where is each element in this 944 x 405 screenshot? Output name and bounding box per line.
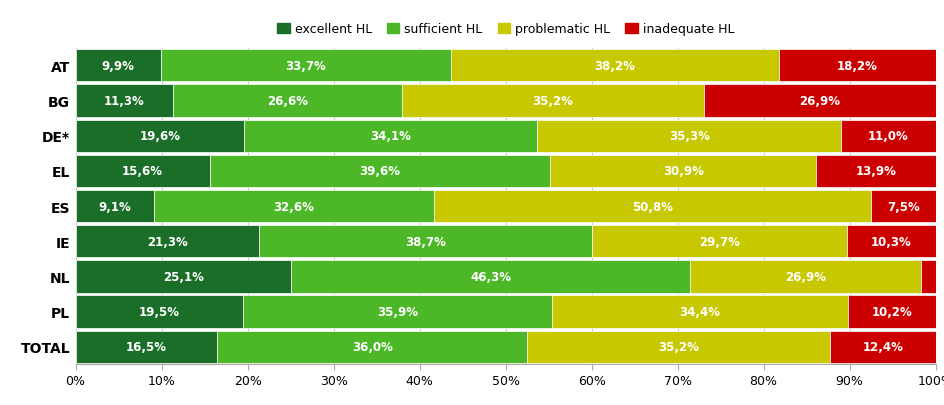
Bar bbox=[527, 331, 829, 363]
Text: 39,6%: 39,6% bbox=[359, 165, 400, 178]
Bar bbox=[210, 155, 549, 188]
Text: 10,2%: 10,2% bbox=[870, 305, 911, 318]
Text: 46,3%: 46,3% bbox=[469, 270, 511, 283]
Text: 35,9%: 35,9% bbox=[377, 305, 417, 318]
Bar bbox=[76, 296, 243, 328]
Text: 11,3%: 11,3% bbox=[104, 95, 144, 108]
Bar bbox=[259, 226, 591, 258]
Text: 18,2%: 18,2% bbox=[836, 60, 877, 72]
Bar bbox=[76, 226, 259, 258]
Text: 38,2%: 38,2% bbox=[594, 60, 634, 72]
Bar bbox=[76, 155, 210, 188]
Bar bbox=[291, 260, 689, 293]
Bar bbox=[433, 190, 870, 223]
Bar bbox=[549, 155, 816, 188]
Bar bbox=[816, 155, 935, 188]
Bar bbox=[76, 85, 173, 117]
Bar bbox=[703, 85, 935, 117]
Text: 30,9%: 30,9% bbox=[662, 165, 703, 178]
Text: 21,3%: 21,3% bbox=[146, 235, 187, 248]
Text: 50,8%: 50,8% bbox=[632, 200, 672, 213]
Text: 34,1%: 34,1% bbox=[370, 130, 411, 143]
Text: 26,9%: 26,9% bbox=[799, 95, 839, 108]
Text: 29,7%: 29,7% bbox=[699, 235, 739, 248]
Text: 10,3%: 10,3% bbox=[870, 235, 911, 248]
Bar bbox=[450, 50, 778, 82]
Bar bbox=[173, 85, 401, 117]
Text: 34,4%: 34,4% bbox=[679, 305, 719, 318]
Text: 25,1%: 25,1% bbox=[163, 270, 204, 283]
Text: 19,6%: 19,6% bbox=[139, 130, 180, 143]
Bar bbox=[551, 296, 847, 328]
Text: 7,5%: 7,5% bbox=[886, 200, 919, 213]
Text: 26,6%: 26,6% bbox=[266, 95, 308, 108]
Text: 35,3%: 35,3% bbox=[668, 130, 709, 143]
Text: 35,2%: 35,2% bbox=[531, 95, 573, 108]
Text: 9,9%: 9,9% bbox=[102, 60, 134, 72]
Bar bbox=[920, 260, 936, 293]
Bar bbox=[217, 331, 527, 363]
Bar bbox=[76, 331, 217, 363]
Bar bbox=[160, 50, 450, 82]
Bar bbox=[870, 190, 935, 223]
Bar bbox=[244, 120, 537, 153]
Bar bbox=[591, 226, 846, 258]
Bar bbox=[537, 120, 840, 153]
Bar bbox=[76, 50, 160, 82]
Text: 33,7%: 33,7% bbox=[285, 60, 326, 72]
Text: 36,0%: 36,0% bbox=[351, 341, 393, 354]
Text: 19,5%: 19,5% bbox=[139, 305, 179, 318]
Text: 38,7%: 38,7% bbox=[404, 235, 446, 248]
Bar bbox=[829, 331, 936, 363]
Text: 12,4%: 12,4% bbox=[862, 341, 902, 354]
Bar bbox=[76, 260, 291, 293]
Text: 16,5%: 16,5% bbox=[126, 341, 167, 354]
Text: 11,0%: 11,0% bbox=[867, 130, 908, 143]
Bar bbox=[847, 296, 935, 328]
Bar bbox=[154, 190, 433, 223]
Bar bbox=[689, 260, 920, 293]
Text: 26,9%: 26,9% bbox=[784, 270, 825, 283]
Bar bbox=[243, 296, 551, 328]
Text: 35,2%: 35,2% bbox=[657, 341, 699, 354]
Text: 13,9%: 13,9% bbox=[854, 165, 895, 178]
Legend: excellent HL, sufficient HL, problematic HL, inadequate HL: excellent HL, sufficient HL, problematic… bbox=[277, 23, 733, 36]
Text: 15,6%: 15,6% bbox=[122, 165, 163, 178]
Text: 9,1%: 9,1% bbox=[98, 200, 131, 213]
Bar bbox=[778, 50, 935, 82]
Text: 32,6%: 32,6% bbox=[274, 200, 314, 213]
Bar bbox=[401, 85, 703, 117]
Bar bbox=[840, 120, 935, 153]
Bar bbox=[846, 226, 935, 258]
Bar bbox=[76, 120, 244, 153]
Bar bbox=[76, 190, 154, 223]
